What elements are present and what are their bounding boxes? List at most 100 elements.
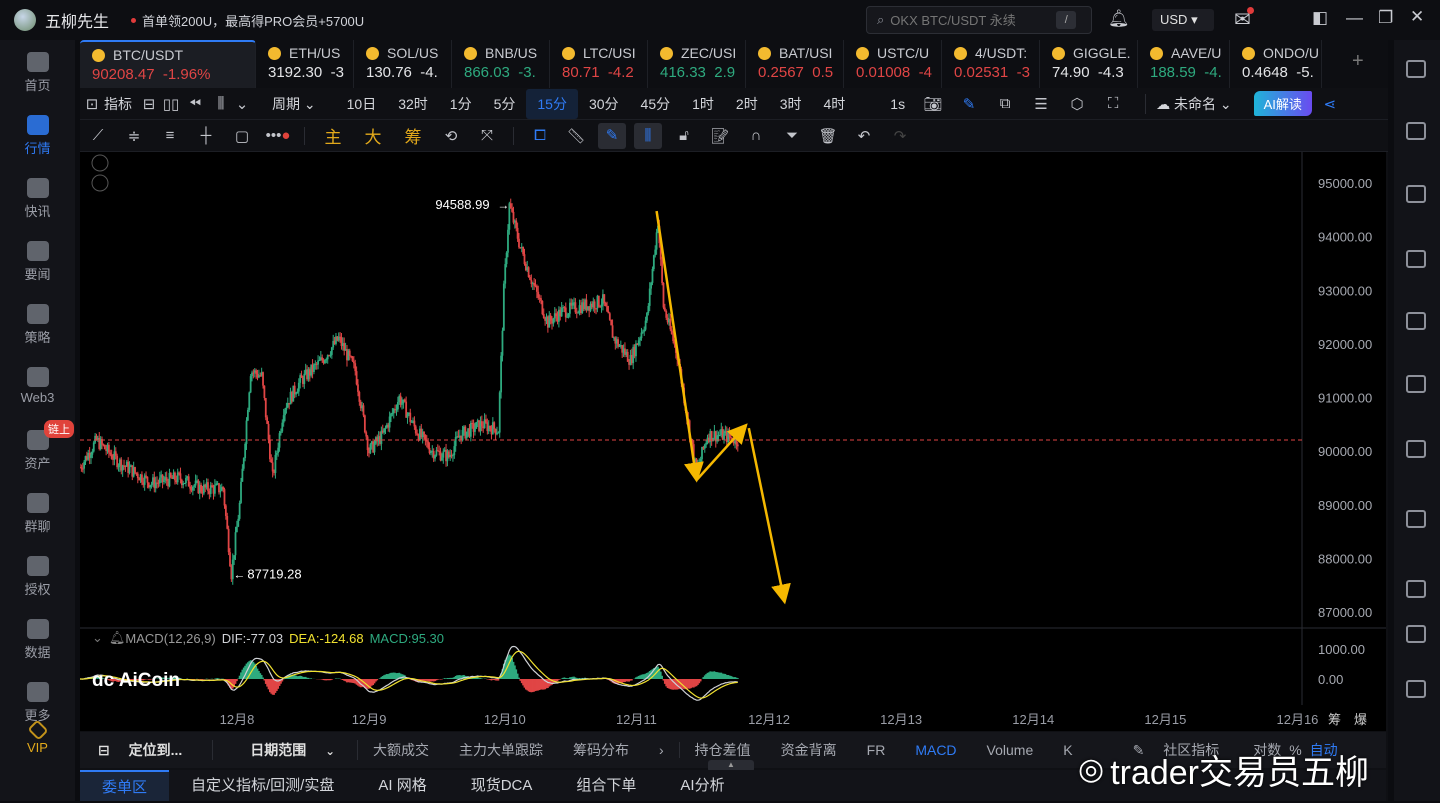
ai-interpret-button[interactable]: AI解读 [1254, 91, 1312, 116]
line-tool-icon[interactable]: ⟋ [80, 127, 116, 144]
bottom-tab-0[interactable]: 委单区 [80, 770, 169, 801]
ruler-icon[interactable]: 📏︎ [558, 127, 594, 145]
magnet-pen-icon[interactable]: ✎ [598, 123, 626, 149]
sidebar-item[interactable]: 数据 [0, 619, 75, 661]
list-icon[interactable]: ☰ [1023, 95, 1059, 113]
ticker-tab[interactable]: 4/USDT:0.02531 -3 [942, 40, 1040, 88]
period-1[interactable]: 32时 [387, 89, 439, 119]
alert-icon[interactable]: 🔔︎ [109, 630, 126, 646]
period-5[interactable]: 30分 [578, 89, 630, 119]
period-select[interactable]: 周期 ⌄ [272, 94, 316, 114]
right-tool-icon[interactable] [1406, 185, 1426, 203]
right-tool-icon[interactable] [1406, 312, 1426, 330]
chart-canvas[interactable]: 95000.0094000.0093000.0092000.0091000.00… [80, 152, 1386, 705]
rewind-icon[interactable]: ⏪︎ [182, 95, 208, 112]
sidebar-item[interactable]: 授权 [0, 556, 75, 598]
period-6[interactable]: 45分 [630, 89, 682, 119]
sidebar-item[interactable]: 要闻 [0, 241, 75, 283]
candle-type-icon[interactable]: ⫼ [208, 95, 234, 112]
close-icon[interactable]: ✕ [1410, 7, 1424, 27]
period-9[interactable]: 3时 [769, 89, 813, 119]
sidebar-item[interactable]: 快讯 [0, 178, 75, 220]
right-tool-icon[interactable] [1406, 122, 1426, 140]
sidebar-item[interactable]: Web3 [0, 367, 75, 405]
right-tool-icon[interactable] [1406, 580, 1426, 598]
axis-tool-0[interactable]: 筹 [1328, 709, 1341, 728]
lock-icon[interactable]: 🔓︎ [666, 127, 702, 144]
sidebar-item[interactable]: 群聊 [0, 493, 75, 535]
seconds-button[interactable]: 1s [890, 96, 905, 112]
note-icon[interactable]: 📝︎ [702, 127, 738, 145]
big-order-button[interactable]: 大 [353, 123, 393, 148]
more-tools-icon[interactable]: •••● [260, 127, 296, 144]
bookmark-icon[interactable]: ⧠ [522, 127, 558, 144]
minimize-icon[interactable]: — [1346, 8, 1363, 28]
period-3[interactable]: 5分 [483, 89, 527, 119]
layout-name-select[interactable]: ☁ 未命名 ⌄ [1145, 94, 1232, 114]
indicator-0[interactable]: 持仓差值 [680, 740, 766, 760]
indicators-button[interactable]: 指标 [104, 94, 132, 114]
more-arrow[interactable]: › [644, 742, 680, 758]
add-window-icon[interactable]: ⧉ [987, 95, 1023, 112]
parallel-tool-icon[interactable]: ≑ [116, 127, 152, 145]
right-tool-icon[interactable] [1406, 440, 1426, 458]
bottom-tab-5[interactable]: AI分析 [658, 770, 746, 801]
sidebar-item[interactable]: VIP [0, 723, 75, 755]
undo-icon[interactable]: ↶ [846, 127, 882, 145]
period-0[interactable]: 10日 [336, 89, 388, 119]
fullscreen-icon[interactable]: ⛶ [1095, 95, 1131, 112]
macd-label[interactable]: MACD(12,26,9) [125, 631, 215, 646]
currency-select[interactable]: USD ▾ [1152, 9, 1214, 31]
collapse-icon[interactable]: ⌄ [92, 630, 103, 646]
locate-button[interactable]: ⊟ 定位到... [80, 740, 212, 760]
sidebar-item[interactable]: 资产链上 [0, 430, 75, 472]
bottom-tab-3[interactable]: 现货DCA [449, 770, 555, 801]
sync-draw-icon[interactable]: ⟲ [433, 127, 469, 145]
period-4[interactable]: 15分 [526, 89, 578, 119]
tool-0[interactable]: 大额成交 [358, 740, 444, 760]
avatar[interactable] [14, 9, 36, 31]
date-range-select[interactable]: 日期范围 ⌄ [212, 740, 358, 760]
settings-icon[interactable]: ⬡ [1059, 95, 1095, 113]
right-tool-icon[interactable] [1406, 250, 1426, 268]
restore-icon[interactable]: ❐ [1378, 8, 1393, 28]
chip-button[interactable]: 筹 [393, 123, 433, 148]
tool-2[interactable]: 筹码分布 [558, 740, 644, 760]
period-2[interactable]: 1分 [439, 89, 483, 119]
indicator-2[interactable]: FR [852, 742, 901, 758]
bottom-tab-2[interactable]: AI 网格 [356, 770, 448, 801]
share-icon[interactable]: ⋖ [1312, 95, 1348, 113]
measure-icon[interactable]: ⤧ [469, 127, 505, 144]
search-box[interactable]: ⌕/ [866, 6, 1092, 34]
right-tool-icon[interactable] [1406, 510, 1426, 528]
bottom-tab-4[interactable]: 组合下单 [554, 770, 658, 801]
sidebar-item[interactable]: 更多 [0, 682, 75, 724]
sidebar-item[interactable]: 策略 [0, 304, 75, 346]
mail-icon[interactable]: ✉ [1234, 7, 1251, 32]
main-force-button[interactable]: 主 [313, 123, 353, 148]
camera-icon[interactable]: 📷︎ [915, 95, 951, 113]
trash-icon[interactable]: 🗑︎ [810, 127, 846, 145]
search-input[interactable] [890, 13, 1050, 28]
add-tab-icon[interactable]: + [1352, 50, 1364, 88]
draw-icon[interactable]: ✎ [951, 95, 987, 113]
right-tool-icon[interactable] [1406, 680, 1426, 698]
indicator-1[interactable]: 资金背离 [766, 740, 852, 760]
tool-1[interactable]: 主力大单跟踪 [444, 740, 558, 760]
right-tool-icon[interactable] [1406, 375, 1426, 393]
indicator-icon[interactable]: ⊡ [80, 95, 104, 113]
ticker-tab[interactable]: GIGGLE.74.90 -4.3 [1040, 40, 1138, 88]
promo-banner[interactable]: 首单领200U，最高得PRO会员+5700U [131, 11, 364, 30]
horizontal-line-icon[interactable]: ┼ [188, 127, 224, 144]
sidebar-toggle-icon[interactable]: ◧ [1312, 8, 1328, 28]
period-8[interactable]: 2时 [725, 89, 769, 119]
template-icon[interactable]: ⊟ [138, 95, 160, 113]
